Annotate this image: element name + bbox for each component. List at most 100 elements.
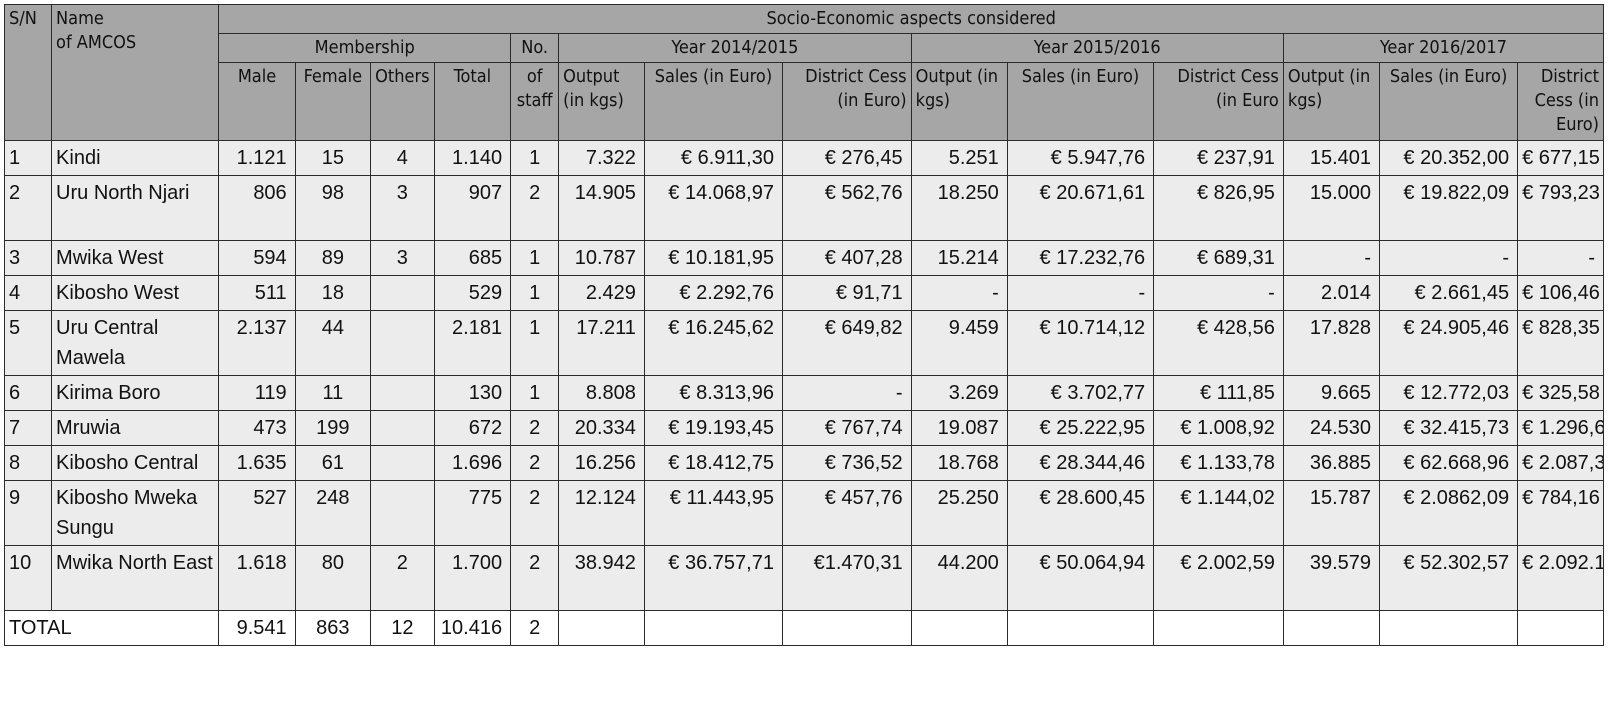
cess-2014-cell: - [781, 375, 912, 411]
sales-2016-cell: € 32.415,73 [1379, 410, 1519, 446]
total-cell: 2.181 [433, 310, 512, 376]
cess-header-2014: District Cess (in Euro) [781, 62, 912, 141]
total-row: TOTAL 9.541 863 12 10.416 2 [3, 610, 1604, 646]
sales-2016-cell: € 24.905,46 [1379, 310, 1519, 376]
male-cell: 473 [218, 410, 296, 446]
sales-2014-cell: € 18.412,75 [643, 445, 783, 481]
output-2016-cell: 24.530 [1282, 410, 1381, 446]
cess-2015-cell: € 428,56 [1153, 310, 1284, 376]
sn-cell: 1 [3, 140, 53, 176]
sales-2016-cell: € 2.661,45 [1379, 275, 1519, 311]
sales-2015-cell: € 5.947,76 [1006, 140, 1155, 176]
name-text: Kindi [56, 147, 101, 169]
sales-header-2014: Sales (in Euro) [643, 62, 783, 141]
cess-2015-cell: € 237,91 [1153, 140, 1284, 176]
output-2015-cell: 44.200 [910, 545, 1008, 611]
female-cell: 248 [294, 480, 371, 546]
output-2016-cell: 39.579 [1282, 545, 1381, 611]
sales-2015-cell: € 3.702,77 [1006, 375, 1155, 411]
total-cell: 685 [433, 240, 512, 276]
empty-cell [643, 610, 783, 646]
sales-2015-cell: € 28.344,46 [1006, 445, 1155, 481]
name-header: Name of AMCOS [51, 4, 220, 141]
table-row: 10 Mwika North East 1.618 80 2 1.700 2 3… [3, 545, 1604, 611]
name-text: Kirima Boro [56, 382, 161, 404]
female-cell: 80 [294, 545, 371, 611]
sn-cell: 10 [3, 545, 53, 611]
table-row: 8 Kibosho Central 1.635 61 1.696 2 16.25… [3, 445, 1604, 481]
output-2014-cell: 8.808 [558, 375, 645, 411]
others-cell: 3 [369, 240, 435, 276]
others-cell: 4 [369, 140, 435, 176]
name-text: Kibosho Mweka Sungu [56, 487, 198, 539]
output-2015-cell: - [910, 275, 1008, 311]
female-cell: 18 [294, 275, 371, 311]
female-cell: 61 [294, 445, 371, 481]
sales-2014-cell: € 8.313,96 [643, 375, 783, 411]
sales-header-2015: Sales (in Euro) [1006, 62, 1155, 141]
name-cell: Kibosho Central [51, 445, 220, 481]
cess-2014-cell: € 91,71 [781, 275, 912, 311]
total-cell: 672 [433, 410, 512, 446]
output-2014-cell: 10.787 [558, 240, 645, 276]
staff-cell: 2 [510, 480, 560, 546]
others-cell [369, 480, 435, 546]
output-2016-cell: 9.665 [1282, 375, 1381, 411]
cess-2016-cell: € 325,58 [1517, 375, 1604, 411]
output-2014-cell: 7.322 [558, 140, 645, 176]
cess-2014-cell: €1.470,31 [781, 545, 912, 611]
female-cell: 15 [294, 140, 371, 176]
cess-2015-cell: € 1.008,92 [1153, 410, 1284, 446]
female-cell: 199 [294, 410, 371, 446]
staff-cell: 2 [510, 410, 560, 446]
table-row: 4 Kibosho West 511 18 529 1 2.429 € 2.29… [3, 275, 1604, 311]
socio-economic-header: Socio-Economic aspects considered [218, 4, 1604, 34]
total-cell: 1.700 [433, 545, 512, 611]
output-2015-cell: 18.768 [910, 445, 1008, 481]
table-row: 7 Mruwia 473 199 672 2 20.334 € 19.193,4… [3, 410, 1604, 446]
cess-2016-cell: - [1517, 240, 1604, 276]
empty-cell [1006, 610, 1155, 646]
year-header-2014: Year 2014/2015 [558, 33, 912, 63]
cess-2015-cell: € 1.144,02 [1153, 480, 1284, 546]
cess-2015-cell: € 2.002,59 [1153, 545, 1284, 611]
empty-cell [1517, 610, 1604, 646]
female-cell: 89 [294, 240, 371, 276]
male-header: Male [218, 62, 296, 141]
female-cell: 98 [294, 175, 371, 241]
empty-cell [910, 610, 1008, 646]
staff-header-2: of staff [510, 62, 560, 141]
sales-2015-cell: € 50.064,94 [1006, 545, 1155, 611]
cess-header-2015: District Cess (in Euro [1153, 62, 1284, 141]
sales-header-2016: Sales (in Euro) [1379, 62, 1519, 141]
cess-2015-cell: € 689,31 [1153, 240, 1284, 276]
name-cell: Uru Central Mawela [51, 310, 220, 376]
sales-2016-cell: € 62.668,96 [1379, 445, 1519, 481]
sales-2015-cell: € 10.714,12 [1006, 310, 1155, 376]
output-2016-cell: 15.787 [1282, 480, 1381, 546]
others-cell [369, 375, 435, 411]
total-cell: 1.696 [433, 445, 512, 481]
cess-2016-cell: € 677,15 [1517, 140, 1604, 176]
male-cell: 806 [218, 175, 296, 241]
male-cell: 1.635 [218, 445, 296, 481]
name-cell: Mruwia [51, 410, 220, 446]
sales-2014-cell: € 36.757,71 [643, 545, 783, 611]
cess-header-2016: District Cess (in Euro) [1517, 62, 1604, 141]
name-text: Mwika North East [56, 552, 213, 574]
output-2014-cell: 17.211 [558, 310, 645, 376]
cess-2015-cell: - [1153, 275, 1284, 311]
cess-2016-cell: € 793,23 [1517, 175, 1604, 241]
staff-cell: 1 [510, 310, 560, 376]
male-cell: 1.121 [218, 140, 296, 176]
name-text: Uru Central Mawela [56, 317, 159, 369]
table-row: 1 Kindi 1.121 15 4 1.140 1 7.322 € 6.911… [3, 140, 1604, 176]
output-2015-cell: 25.250 [910, 480, 1008, 546]
total-cell: 775 [433, 480, 512, 546]
female-cell: 44 [294, 310, 371, 376]
empty-cell [1379, 610, 1519, 646]
output-header-2016: Output (in kgs) [1282, 62, 1381, 141]
others-cell: 2 [369, 545, 435, 611]
male-cell: 527 [218, 480, 296, 546]
sales-2016-cell: € 12.772,03 [1379, 375, 1519, 411]
